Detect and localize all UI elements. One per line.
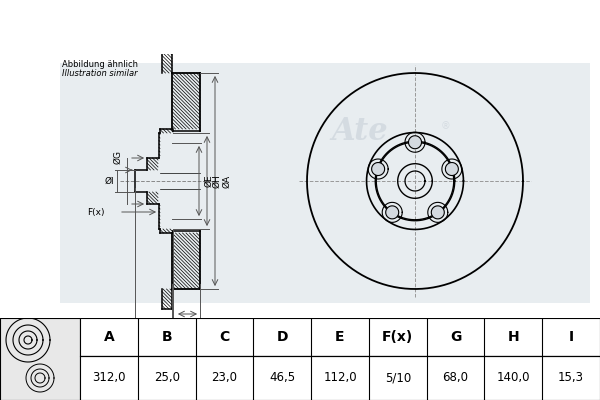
Text: ØI: ØI	[104, 176, 114, 186]
Text: 140,0: 140,0	[497, 372, 530, 384]
Bar	[0, 318, 80, 400]
Text: 25,0: 25,0	[154, 372, 179, 384]
Text: Ate: Ate	[332, 116, 388, 146]
Text: 112,0: 112,0	[323, 372, 357, 384]
Text: ØE: ØE	[204, 175, 213, 187]
Text: ØA: ØA	[222, 174, 231, 188]
Text: I: I	[569, 330, 574, 344]
Text: C: C	[220, 330, 230, 344]
Polygon shape	[409, 136, 421, 149]
Text: 68,0: 68,0	[443, 372, 469, 384]
Text: B: B	[183, 321, 189, 330]
Text: 312,0: 312,0	[92, 372, 125, 384]
Text: 15,3: 15,3	[558, 372, 584, 384]
Text: A: A	[104, 330, 114, 344]
Text: H: H	[508, 330, 519, 344]
Text: 5/10: 5/10	[385, 372, 411, 384]
Text: ®: ®	[440, 121, 450, 131]
Text: F(x): F(x)	[88, 208, 105, 216]
Text: 24.0325-0172.1: 24.0325-0172.1	[188, 17, 372, 37]
Bar	[80, 318, 600, 356]
Text: B: B	[161, 330, 172, 344]
Text: D: D	[164, 334, 170, 343]
Text: C (MTH): C (MTH)	[183, 326, 219, 335]
Text: ØG: ØG	[113, 150, 122, 164]
Text: ØH: ØH	[212, 174, 221, 188]
Text: 46,5: 46,5	[269, 372, 295, 384]
Bar	[60, 63, 590, 303]
Text: E: E	[335, 330, 345, 344]
Text: 23,0: 23,0	[211, 372, 238, 384]
Text: Illustration similar: Illustration similar	[62, 69, 137, 78]
Text: G: G	[450, 330, 461, 344]
Polygon shape	[386, 206, 399, 219]
Polygon shape	[431, 206, 444, 219]
Bar	[80, 356, 600, 400]
Text: D: D	[277, 330, 288, 344]
Text: Abbildung ähnlich: Abbildung ähnlich	[62, 60, 138, 69]
Text: F(x): F(x)	[382, 330, 413, 344]
Polygon shape	[445, 162, 458, 176]
Polygon shape	[371, 162, 385, 176]
Text: 525172: 525172	[427, 17, 514, 37]
